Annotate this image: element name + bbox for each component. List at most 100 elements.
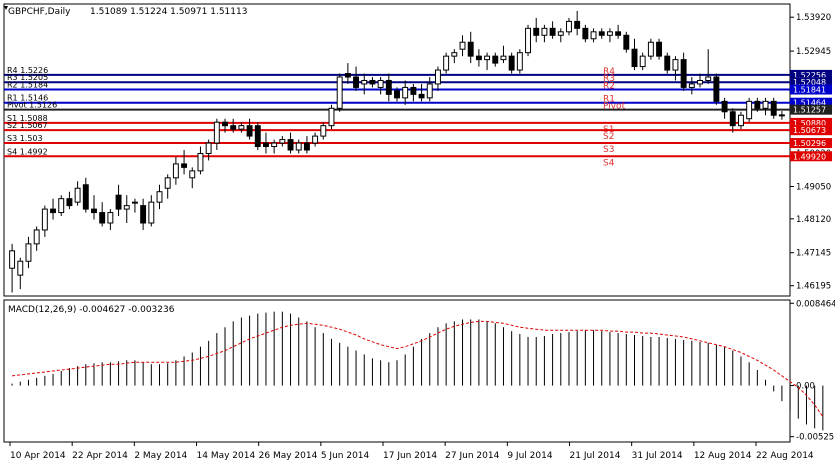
macd-title: MACD(12,26,9) -0.004627 -0.003236 — [8, 305, 175, 315]
candle-body — [328, 107, 335, 127]
x-axis-label: 22 Apr 2014 — [72, 451, 128, 461]
price-axis-tick-label: 1.48120 — [796, 215, 831, 225]
candle-body — [598, 31, 605, 36]
x-axis-label: 22 Aug 2014 — [756, 451, 814, 461]
candle-body — [172, 163, 179, 179]
candle-body — [91, 208, 97, 214]
candle-body — [189, 170, 196, 179]
candle-body — [361, 79, 368, 85]
candle-body — [631, 48, 638, 68]
candle-body — [713, 76, 720, 102]
candle-body — [697, 79, 703, 85]
candle-body — [500, 55, 507, 61]
price-axis-tick-label: 1.53920 — [796, 13, 831, 23]
pivot-left-label-r2: R2 1.5184 — [7, 81, 48, 90]
pivot-left-label-pivot: Pivot 1.5126 — [7, 101, 57, 110]
candle-body — [279, 139, 286, 144]
pivot-right-tag-s4: S4 — [603, 158, 615, 168]
candle-body — [344, 73, 351, 78]
candle-body — [680, 59, 687, 88]
candle-body — [222, 121, 228, 127]
x-axis-label: 9 Jul 2014 — [507, 451, 552, 461]
pivot-right-tag-r4: R4 — [603, 67, 615, 77]
candle-body — [377, 79, 384, 88]
price-axis-tick-label: 1.47145 — [796, 249, 831, 259]
candle-body — [115, 194, 122, 210]
macd-axis-tick-label: 0.00 — [796, 382, 815, 392]
candle-body — [9, 250, 16, 269]
candle-body — [434, 69, 441, 85]
candle-body — [705, 76, 712, 81]
pivot-price-box-label-r1: 1.51464 — [793, 99, 826, 108]
pivot-left-label-s2: S2 1.5067 — [7, 121, 48, 130]
candle-body — [574, 20, 581, 29]
pivot-price-box-s2 — [790, 125, 832, 136]
candle-body — [287, 139, 294, 151]
x-axis-label: 10 Apr 2014 — [10, 451, 66, 461]
candle-body — [394, 90, 400, 99]
candle-body — [426, 83, 433, 99]
pivot-left-label-s3: S3 1.503 — [7, 134, 43, 143]
candle-body — [492, 55, 499, 64]
pivot-price-box-r1 — [790, 97, 832, 108]
candle-body — [688, 83, 695, 88]
candle-body — [451, 52, 458, 57]
candle-body — [762, 100, 769, 109]
pivot-left-label-r3: R3 1.5205 — [7, 73, 48, 82]
candle-body — [508, 55, 515, 71]
pivot-price-box-label-s3: 1.50296 — [793, 139, 826, 148]
x-axis-label: 12 Aug 2014 — [694, 451, 752, 461]
candle-body — [123, 205, 130, 210]
pivot-price-box-pivot — [790, 104, 832, 115]
pivot-price-box-s3 — [790, 138, 832, 149]
candle-body — [672, 59, 679, 71]
pivot-price-box-label-r2: 1.51841 — [793, 86, 826, 95]
collapse-arrow-icon — [4, 6, 8, 10]
candle-body — [729, 111, 736, 127]
candle-body — [25, 243, 32, 262]
candle-body — [148, 201, 155, 224]
candle-body — [369, 79, 376, 85]
pivot-left-label-s1: S1 1.5088 — [7, 114, 48, 123]
x-axis-label: 26 May 2014 — [259, 451, 318, 461]
candle-body — [58, 198, 65, 214]
candle-body — [647, 41, 654, 57]
candle-body — [664, 55, 671, 71]
pivot-price-box-r2 — [790, 84, 832, 95]
candle-body — [385, 79, 392, 95]
candle-body — [230, 125, 237, 130]
candle-body — [639, 55, 646, 68]
candle-body — [623, 34, 630, 50]
candle-body — [443, 55, 450, 71]
pivot-price-box-label-r3: 1.52048 — [793, 78, 826, 87]
candle-body — [50, 208, 56, 214]
candle-body — [549, 27, 556, 36]
candle-body — [566, 20, 572, 33]
candle-body — [213, 121, 220, 144]
candle-body — [254, 125, 261, 148]
candle-body — [582, 27, 589, 40]
pivot-right-tag-r3: R3 — [603, 74, 615, 84]
candle-body — [238, 125, 245, 130]
candle-body — [197, 152, 204, 172]
candle-body — [557, 31, 564, 36]
candle-body — [778, 114, 785, 117]
price-axis-tick-label: 1.46195 — [796, 282, 831, 292]
candle-body — [418, 93, 425, 99]
candle-body — [263, 142, 269, 148]
pivot-left-label-r1: R1 1.5146 — [7, 94, 48, 103]
x-axis-label: 27 Jun 2014 — [445, 451, 499, 461]
pivot-right-tag-s2: S2 — [603, 132, 614, 142]
candle-body — [615, 31, 622, 36]
candle-body — [17, 260, 24, 276]
pivot-price-box-label-s2: 1.50673 — [793, 126, 826, 135]
candle-body — [271, 142, 278, 148]
x-axis-label: 21 Jul 2014 — [570, 451, 621, 461]
candle-body — [590, 31, 597, 40]
pivot-price-box-label-s1: 1.50880 — [793, 119, 826, 128]
candle-body — [533, 27, 540, 36]
candle-body — [770, 100, 777, 116]
pivot-right-tag-pivot: Pivot — [603, 102, 626, 112]
